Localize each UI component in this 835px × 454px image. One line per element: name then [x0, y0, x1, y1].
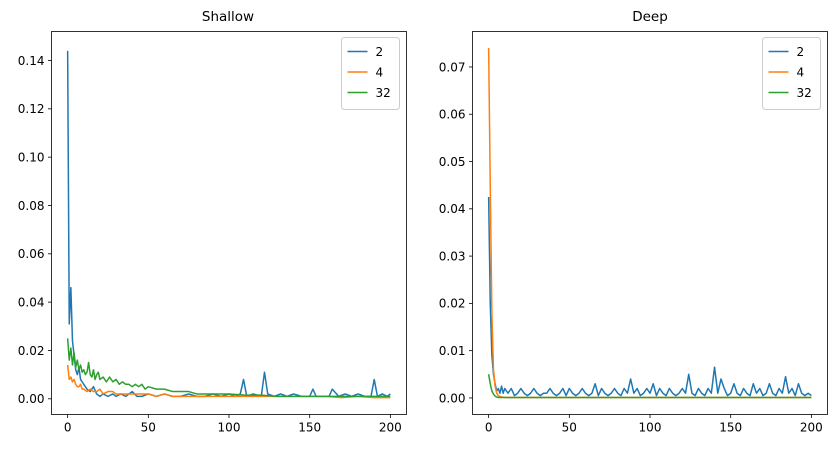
shallow-x-tick-label: 0: [64, 421, 72, 435]
shallow-series-group: [66, 50, 391, 399]
shallow-y-tick-label: 0.14: [18, 54, 45, 68]
deep-y-tick-label: 0.03: [439, 249, 466, 263]
deep-legend-box: [762, 37, 821, 110]
deep-series-group: [487, 48, 812, 399]
shallow-legend-box: [341, 37, 400, 110]
deep-x-tick-label: 200: [800, 421, 823, 435]
shallow-y-tick-label: 0.08: [18, 199, 45, 213]
shallow-panel: Shallow 0 50 100 150 200 0.00 0.02 0.04 0.06 0.08…: [18, 9, 407, 435]
shallow-legend: 2 4 32: [341, 37, 400, 110]
deep-y-tick-label: 0.02: [439, 297, 466, 311]
shallow-series-line-32: [66, 338, 391, 398]
shallow-x-tick-label: 200: [379, 421, 402, 435]
deep-y-tick-label: 0.04: [439, 202, 466, 216]
deep-y-tick-label: 0.05: [439, 155, 466, 169]
deep-series-line-2: [487, 196, 812, 397]
shallow-x-tick-label: 50: [141, 421, 156, 435]
shallow-x-tick-label: 150: [298, 421, 321, 435]
shallow-series-line-2: [66, 50, 391, 398]
deep-legend-label-2: 2: [797, 45, 805, 59]
shallow-y-tick-label: 0.12: [18, 102, 45, 116]
shallow-legend-label-32: 32: [376, 86, 391, 100]
shallow-plot-layer: 0 50 100 150 200 0.00 0.02 0.04 0.06 0.08 0.10 0.12…: [18, 50, 402, 435]
deep-x-tick-label: 0: [485, 421, 493, 435]
deep-y-tick-label: 0.07: [439, 60, 466, 74]
shallow-legend-label-2: 2: [376, 45, 384, 59]
deep-panel: Deep 0 50 100 150 200 0.00 0.01 0.02 0.03 0.04 0.0…: [439, 9, 828, 435]
shallow-y-tick-label: 0.02: [18, 344, 45, 358]
deep-axes-frame: [472, 31, 828, 415]
deep-x-tick-label: 50: [562, 421, 577, 435]
deep-legend-label-32: 32: [797, 86, 812, 100]
deep-x-tick-label: 150: [719, 421, 742, 435]
shallow-x-tick-label: 100: [218, 421, 241, 435]
deep-y-tick-label: 0.00: [439, 391, 466, 405]
deep-legend: 2 4 32: [762, 37, 821, 110]
deep-title: Deep: [632, 9, 668, 25]
shallow-y-tick-label: 0.04: [18, 295, 45, 309]
shallow-y-tick-label: 0.10: [18, 150, 45, 164]
shallow-legend-label-4: 4: [376, 65, 384, 79]
deep-y-tick-label: 0.01: [439, 344, 466, 358]
deep-legend-label-4: 4: [797, 65, 805, 79]
shallow-title: Shallow: [202, 9, 254, 25]
deep-y-tick-label: 0.06: [439, 108, 466, 122]
deep-x-tick-label: 100: [639, 421, 662, 435]
deep-series-line-32: [487, 374, 812, 399]
shallow-y-tick-label: 0.06: [18, 247, 45, 261]
shallow-y-tick-label: 0.00: [18, 392, 45, 406]
shallow-axes-frame: [51, 31, 407, 415]
deep-plot-layer: 0 50 100 150 200 0.00 0.01 0.02 0.03 0.04 0.05 0.06…: [439, 48, 823, 435]
